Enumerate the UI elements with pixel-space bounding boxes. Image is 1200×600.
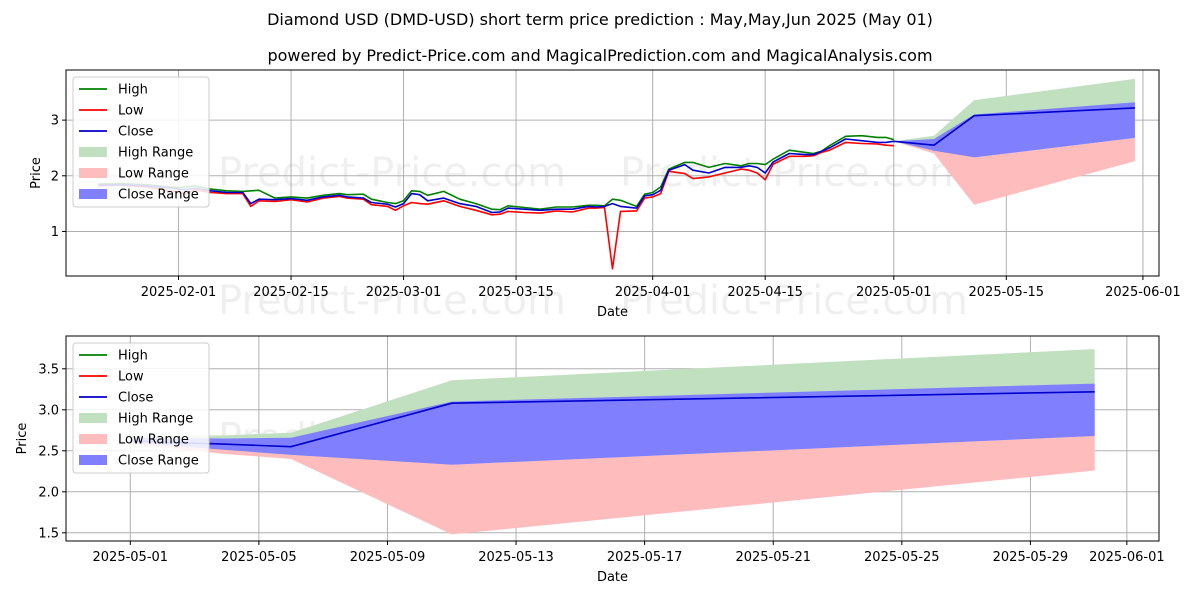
- x-tick-label: 2025-05-01: [93, 550, 169, 565]
- plot-frame: [65, 335, 1160, 542]
- x-tick-label: 2025-04-15: [727, 285, 803, 300]
- x-tick-label: 2025-05-21: [735, 550, 811, 565]
- y-axis-label: Price: [29, 157, 44, 189]
- panel-1: Predict-Price.com Predict-Price.com Predic…: [29, 69, 1181, 324]
- legend-label: Close: [118, 391, 153, 406]
- legend-label: Close Range: [118, 188, 199, 203]
- x-tick-label: 2025-05-13: [478, 550, 554, 565]
- y-tick-label: 2.0: [38, 485, 59, 500]
- legend-label: Low Range: [118, 433, 189, 448]
- legend-label: High Range: [118, 146, 193, 161]
- x-tick-label: 2025-05-01: [856, 285, 932, 300]
- low-series-line: [98, 141, 894, 270]
- watermark-text: Predict-Price.com: [218, 278, 566, 324]
- forecast-close-line: [893, 107, 1135, 146]
- x-tick-label: 2025-05-29: [993, 550, 1069, 565]
- legend-label: High: [118, 83, 148, 98]
- x-tick-label: 2025-06-01: [1105, 285, 1181, 300]
- x-tick-label: 2025-05-09: [350, 550, 426, 565]
- legend-patch-swatch: [79, 147, 107, 157]
- legend-label: High: [118, 349, 148, 364]
- plot-frame: [65, 69, 1160, 277]
- x-tick-label: 2025-02-15: [253, 285, 329, 300]
- y-tick-label: 1: [51, 225, 59, 240]
- close-range-band: [893, 102, 1135, 158]
- watermark-text: Predict-Price.com: [218, 150, 566, 196]
- legend-patch-swatch: [79, 189, 107, 199]
- low-range-band: [893, 137, 1135, 205]
- watermark-text: Predict-Price.com: [620, 278, 968, 324]
- low-range-band: [130, 436, 1095, 535]
- x-tick-label: 2025-02-01: [141, 285, 217, 300]
- x-tick-label: 2025-05-15: [969, 285, 1045, 300]
- legend-label: Low: [118, 104, 144, 119]
- y-tick-label: 2: [51, 169, 59, 184]
- y-tick-label: 1.5: [38, 526, 59, 541]
- legend-patch-swatch: [79, 434, 107, 444]
- close-series-line: [98, 138, 894, 214]
- legend-patch-swatch: [79, 413, 107, 423]
- x-tick-label: 2025-03-15: [478, 285, 554, 300]
- legend-label: Close Range: [118, 454, 199, 469]
- legend-patch-swatch: [79, 168, 107, 178]
- x-tick-label: 2025-05-25: [864, 550, 940, 565]
- panel-2: Predict-Price.comPredict-Price.com2025-0…: [15, 335, 1165, 585]
- y-tick-label: 3.5: [38, 362, 59, 377]
- chart-title: Diamond USD (DMD-USD) short term price p…: [267, 10, 933, 29]
- x-tick-label: 2025-05-17: [607, 550, 683, 565]
- high-series-line: [98, 134, 895, 211]
- y-tick-label: 3.0: [38, 403, 59, 418]
- legend-label: Close: [118, 125, 153, 140]
- y-axis-label: Price: [15, 423, 30, 455]
- legend-label: High Range: [118, 412, 193, 427]
- close-range-band: [130, 383, 1095, 465]
- x-tick-label: 2025-04-01: [615, 285, 691, 300]
- legend-label: Low Range: [118, 167, 189, 182]
- x-axis-label: Date: [597, 570, 628, 585]
- x-tick-label: 2025-03-01: [366, 285, 442, 300]
- y-tick-label: 2.5: [38, 444, 59, 459]
- y-tick-label: 3: [51, 114, 59, 129]
- legend-label: Low: [118, 370, 144, 385]
- x-tick-label: 2025-06-01: [1089, 550, 1165, 565]
- chart-subtitle: powered by Predict-Price.com and Magical…: [267, 46, 933, 65]
- x-axis-label: Date: [597, 305, 628, 320]
- legend-patch-swatch: [79, 455, 107, 465]
- x-tick-label: 2025-05-05: [221, 550, 297, 565]
